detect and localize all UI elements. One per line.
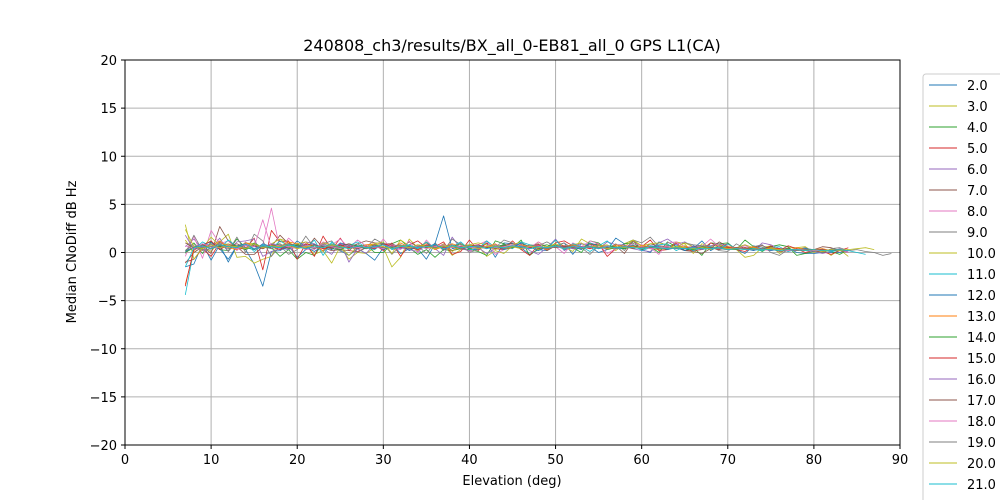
legend-label: 10.0 <box>967 247 996 262</box>
y-tick-label: −15 <box>90 391 117 406</box>
series-lines <box>184 207 892 295</box>
legend-label: 2.0 <box>967 79 988 94</box>
y-tick-label: 15 <box>100 102 117 117</box>
legend-label: 15.0 <box>967 352 996 367</box>
legend-label: 20.0 <box>967 457 996 472</box>
series-line-21.0 <box>184 243 866 268</box>
y-tick-label: 20 <box>100 54 117 69</box>
x-tick-label: 80 <box>806 453 823 468</box>
x-tick-label: 0 <box>121 453 129 468</box>
legend: 2.0 3.0 4.0 5.0 6.0 7.0 8.0 9.0 10.0 11.0 12.0 13.0… <box>922 73 1000 500</box>
legend-label: 21.0 <box>967 478 996 493</box>
x-axis-ticks: 0 10 20 30 40 50 60 70 80 90 <box>121 445 908 468</box>
x-tick-label: 90 <box>892 453 909 468</box>
legend-label: 18.0 <box>967 415 996 430</box>
y-tick-label: 0 <box>109 247 117 262</box>
legend-label: 6.0 <box>967 163 988 178</box>
y-tick-label: −5 <box>98 295 117 310</box>
chart-title: 240808_ch3/results/BX_all_0-EB81_all_0 G… <box>303 36 721 56</box>
y-axis-label: Median CNoDiff dB Hz <box>65 180 80 323</box>
legend-label: 16.0 <box>967 373 996 388</box>
x-tick-label: 40 <box>461 453 478 468</box>
legend-label: 3.0 <box>967 100 988 115</box>
x-tick-label: 70 <box>720 453 737 468</box>
legend-label: 5.0 <box>967 142 988 157</box>
legend-label: 19.0 <box>967 436 996 451</box>
legend-label: 4.0 <box>967 121 988 136</box>
y-axis-ticks: −20 −15 −10 −5 0 5 10 15 20 <box>90 54 125 454</box>
legend-frame <box>922 73 1000 500</box>
legend-label: 14.0 <box>967 331 996 346</box>
legend-label: 13.0 <box>967 310 996 325</box>
legend-label: 7.0 <box>967 184 988 199</box>
legend-label: 9.0 <box>967 226 988 241</box>
series-line-10.0 <box>184 224 849 260</box>
legend-label: 12.0 <box>967 289 996 304</box>
x-tick-label: 50 <box>547 453 564 468</box>
legend-label: 17.0 <box>967 394 996 409</box>
y-tick-label: −20 <box>90 439 117 454</box>
y-tick-label: 10 <box>100 150 117 165</box>
x-tick-label: 10 <box>203 453 220 468</box>
x-tick-label: 60 <box>633 453 650 468</box>
y-tick-label: −10 <box>90 343 117 358</box>
legend-label: 11.0 <box>967 268 996 283</box>
x-tick-label: 30 <box>375 453 392 468</box>
x-tick-label: 20 <box>289 453 306 468</box>
x-axis-label: Elevation (deg) <box>462 474 561 489</box>
y-tick-label: 5 <box>109 198 117 213</box>
legend-label: 8.0 <box>967 205 988 220</box>
